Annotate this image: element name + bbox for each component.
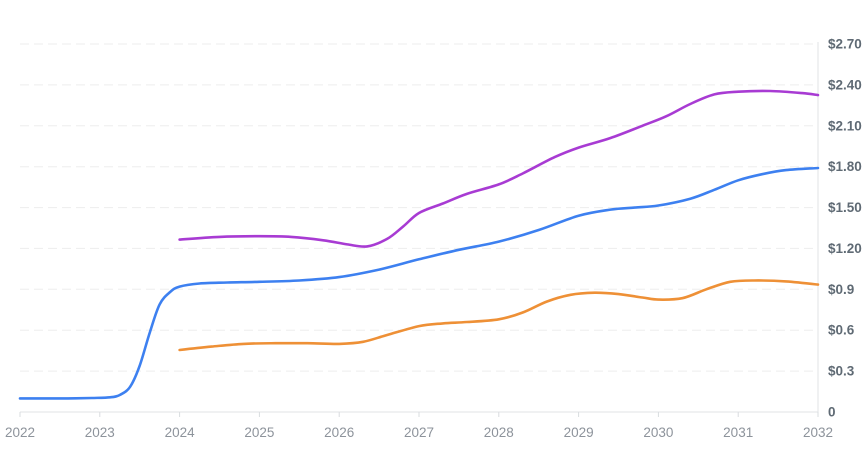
y-tick-label: $0.3	[828, 364, 855, 379]
y-tick-label: $2.40	[828, 77, 862, 92]
y-tick-label: $1.80	[828, 159, 862, 174]
x-tick-label: 2028	[484, 425, 514, 440]
x-tick-label: 2027	[404, 425, 434, 440]
x-tick-label: 2031	[723, 425, 753, 440]
x-tick-label: 2024	[165, 425, 196, 440]
x-tick-label: 2032	[803, 425, 833, 440]
y-tick-label: 0	[828, 405, 836, 420]
y-tick-label: $2.10	[828, 118, 862, 133]
x-tick-label: 2030	[643, 425, 673, 440]
x-tick-label: 2029	[564, 425, 594, 440]
purple-series-line[interactable]	[178, 89, 820, 248]
y-tick-label: $1.20	[828, 241, 862, 256]
x-tick-label: 2026	[324, 425, 354, 440]
y-tick-label: $1.50	[828, 200, 862, 215]
y-tick-label: $2.70	[828, 37, 862, 52]
x-tick-label: 2022	[5, 425, 35, 440]
y-tick-label: $0.6	[828, 323, 855, 338]
x-tick-label: 2025	[244, 425, 274, 440]
x-tick-label: 2023	[85, 425, 115, 440]
orange-series-line[interactable]	[178, 279, 820, 352]
y-tick-label: $0.9	[828, 282, 854, 297]
blue-series-line[interactable]	[18, 166, 820, 400]
